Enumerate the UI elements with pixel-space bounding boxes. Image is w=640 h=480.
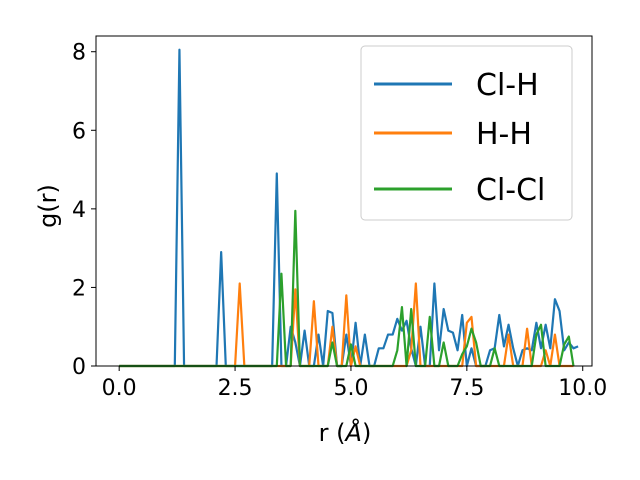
- x-tick-label: 2.5: [218, 376, 253, 401]
- x-tick-label: 7.5: [449, 376, 484, 401]
- y-tick-label: 0: [72, 355, 86, 380]
- legend-entry-cl-h: Cl-H: [374, 68, 539, 103]
- x-tick-label: 5.0: [333, 376, 368, 401]
- legend-box: [360, 45, 573, 221]
- x-tick-label: 10.0: [558, 376, 607, 401]
- y-axis-title: g(r): [34, 184, 62, 228]
- x-tick-label: 0.0: [102, 376, 137, 401]
- y-tick-label: 6: [72, 119, 86, 144]
- x-axis-ticks: 0.0 2.5 5.0 7.5 10.0: [102, 366, 607, 401]
- y-tick-label: 2: [72, 276, 86, 301]
- legend-entry-cl-cl: Cl-Cl: [374, 173, 545, 208]
- legend-label-h-h: H-H: [476, 117, 532, 152]
- plot-area: [95, 35, 593, 368]
- y-tick-label: 8: [72, 41, 86, 66]
- legend-label-cl-cl: Cl-Cl: [476, 173, 545, 208]
- legend-entry-h-h: H-H: [374, 117, 532, 152]
- legend: Cl-H H-H Cl-Cl: [360, 45, 573, 221]
- legend-label-cl-h: Cl-H: [476, 68, 539, 103]
- x-axis-title: r (Å): [319, 418, 372, 447]
- y-tick-label: 4: [72, 198, 86, 223]
- y-axis-ticks: 0 2 4 6 8: [72, 41, 96, 380]
- axes-frame: [95, 35, 593, 367]
